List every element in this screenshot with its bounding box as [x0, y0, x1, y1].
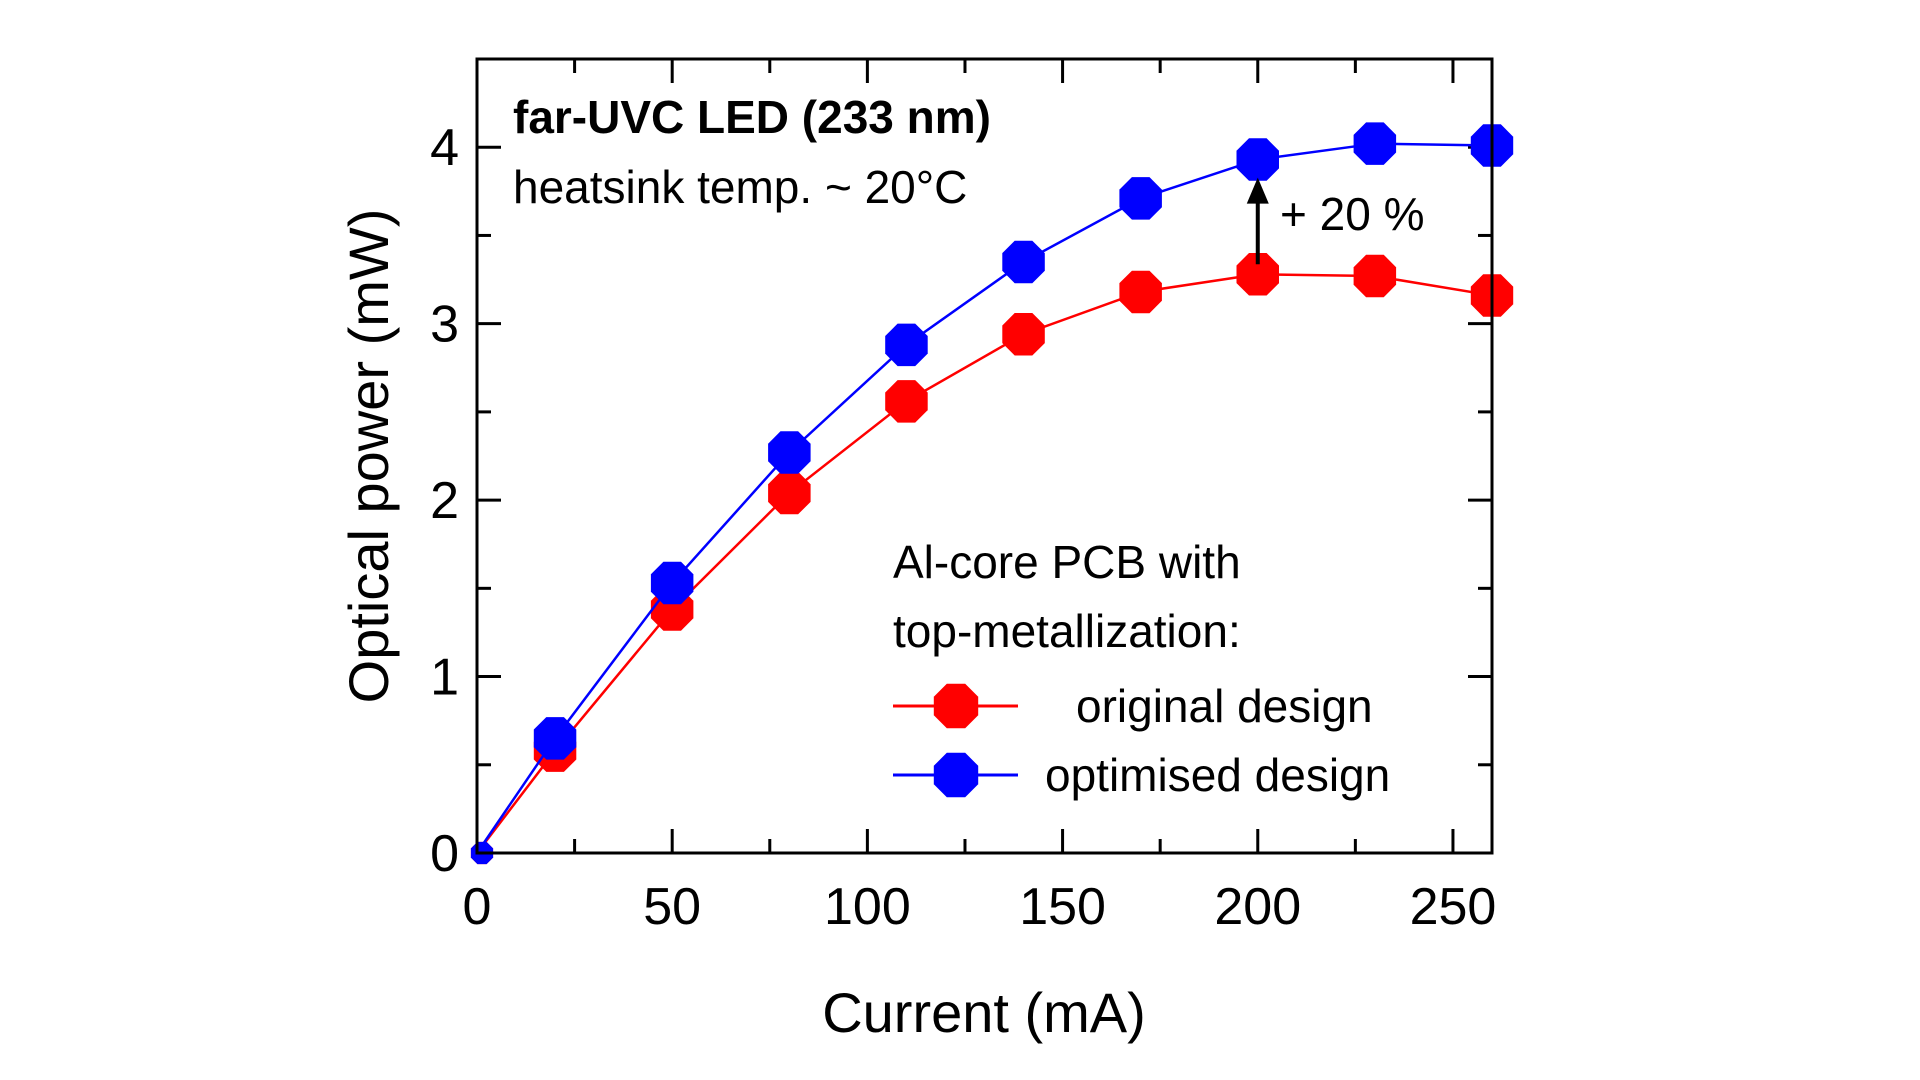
- data-point: [1353, 254, 1397, 298]
- series-optimised-design: [470, 122, 1514, 865]
- increase-arrow: [1246, 177, 1269, 265]
- y-tick-label: 4: [430, 119, 459, 177]
- x-tick-label: 150: [1019, 878, 1106, 936]
- y-axis-title: Optical power (mW): [337, 209, 400, 704]
- arrow-label: + 20 %: [1280, 188, 1425, 240]
- series-group: [470, 122, 1514, 865]
- legend-title-line-2: top-metallization:: [893, 605, 1241, 657]
- legend: original design optimised design: [893, 680, 1390, 801]
- x-tick-label: 50: [643, 878, 701, 936]
- x-tick-label: 200: [1214, 878, 1301, 936]
- y-tick-label: 2: [430, 472, 459, 530]
- y-tick-label: 0: [430, 825, 459, 883]
- x-tick-label: 250: [1410, 878, 1497, 936]
- data-point: [650, 561, 694, 605]
- x-tick-label: 100: [824, 878, 911, 936]
- series-line: [476, 273, 1493, 854]
- y-tick-label: 1: [430, 649, 459, 707]
- legend-title-line-1: Al-core PCB with: [893, 536, 1241, 588]
- heading-annotation: far-UVC LED (233 nm): [513, 91, 991, 143]
- data-point: [1236, 138, 1279, 181]
- y-tick-label: 3: [430, 296, 459, 354]
- legend-marker: [933, 752, 979, 798]
- x-axis-title: Current (mA): [822, 981, 1146, 1044]
- series-line: [475, 142, 1493, 854]
- data-point: [1119, 270, 1162, 314]
- plot-frame: [475, 57, 1494, 855]
- data-point: [885, 380, 928, 423]
- x-tick-label: 0: [463, 878, 492, 936]
- data-point: [533, 717, 577, 760]
- legend-label: optimised design: [1045, 749, 1390, 801]
- data-point: [885, 323, 928, 367]
- data-point: [1236, 253, 1279, 296]
- data-point: [1002, 240, 1045, 284]
- data-point: [768, 431, 811, 474]
- data-point: [1353, 122, 1397, 165]
- legend-label: original design: [1076, 680, 1373, 732]
- arrow-head: [1246, 177, 1269, 204]
- subheading-annotation: heatsink temp. ~ 20°C: [513, 161, 967, 213]
- data-point: [1119, 177, 1162, 220]
- data-point: [1002, 313, 1045, 356]
- data-point: [768, 471, 811, 515]
- y-tick-labels: 0 1 2 3 4: [430, 119, 459, 883]
- legend-marker: [933, 683, 979, 729]
- x-tick-labels: 0 50 100 150 200 250: [463, 878, 1497, 936]
